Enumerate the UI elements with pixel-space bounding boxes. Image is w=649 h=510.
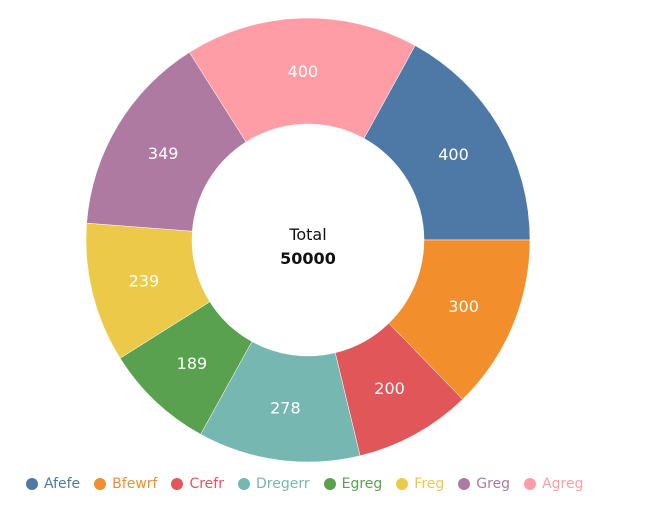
legend-label: Bfewrf [112,476,158,492]
donut-slice-labels: 400 300 200 278 189 239 349 400 [129,62,479,417]
legend-dot-icon [458,478,471,490]
legend-dot-icon [396,478,409,490]
slice-value-label-freg: 239 [129,272,160,291]
legend-item-bfewrf[interactable]: Bfewrf [94,476,157,492]
legend-item-agreg[interactable]: Agreg [524,476,583,492]
legend-item-crefr[interactable]: Crefr [171,476,224,492]
legend-item-greg[interactable]: Greg [458,476,510,492]
legend-item-dregerr[interactable]: Dregerr [237,476,310,492]
legend-label: Dregerr [255,476,310,492]
center-total-value: 50000 [280,249,336,268]
legend-item-egreg[interactable]: Egreg [323,476,383,492]
legend-label: Afefe [44,476,81,492]
legend-item-afefe[interactable]: Afefe [26,476,80,492]
legend-dot-icon [237,478,250,490]
legend-item-freg[interactable]: Freg [396,476,444,492]
legend-dot-icon [94,478,107,490]
slice-value-label-crefr: 200 [374,379,405,398]
donut-slice-agreg[interactable] [189,17,416,143]
center-total-label: Total [288,225,326,244]
slice-value-label-egreg: 189 [177,354,208,373]
legend-label: Freg [414,476,445,492]
legend-dot-icon [171,478,184,490]
legend-dot-icon [26,478,38,490]
slice-value-label-dregerr: 278 [270,398,301,417]
legend-label: Egreg [341,476,383,492]
chart-legend: Afefe Bfewrf Crefr Dregerr Egreg Freg Greg Agre… [26,476,597,492]
slice-value-label-afefe: 400 [438,145,469,164]
legend-dot-icon [323,478,336,490]
slice-value-label-greg: 349 [148,144,179,163]
legend-label: Agreg [542,476,584,492]
slice-value-label-bfewrf: 300 [448,297,479,316]
legend-label: Crefr [189,476,224,492]
donut-slices [85,17,531,463]
legend-label: Greg [476,476,511,492]
slice-value-label-agreg: 400 [288,62,319,81]
donut-slice-afefe[interactable] [363,45,531,241]
legend-dot-icon [524,478,537,490]
